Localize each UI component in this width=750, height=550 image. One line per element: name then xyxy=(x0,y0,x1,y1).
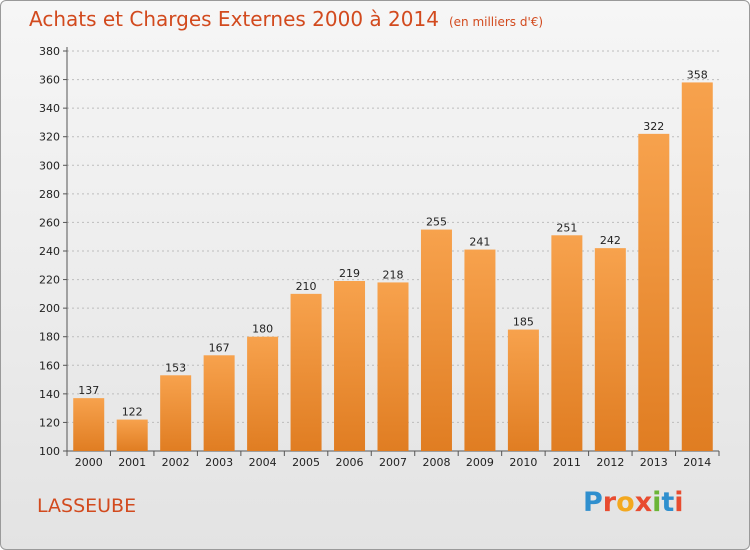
bar-2014 xyxy=(681,82,713,451)
y-tick-label: 100 xyxy=(39,445,60,458)
y-tick-label: 220 xyxy=(39,274,60,287)
x-tick-label-2013: 2013 xyxy=(640,456,668,469)
y-tick-label: 180 xyxy=(39,331,60,344)
y-tick-label: 300 xyxy=(39,159,60,172)
unit-label: (en milliers d'€) xyxy=(448,15,544,29)
data-label-2005: 210 xyxy=(296,280,317,293)
x-tick-label-2006: 2006 xyxy=(336,456,364,469)
logo-letter: o xyxy=(616,487,635,518)
x-tick-label-2001: 2001 xyxy=(118,456,146,469)
logo-letter: t xyxy=(661,487,675,518)
bar-2008 xyxy=(420,229,452,451)
bar-2009 xyxy=(464,249,496,451)
x-tick-label-2011: 2011 xyxy=(553,456,581,469)
y-tick-label: 340 xyxy=(39,102,60,115)
x-tick-label-2000: 2000 xyxy=(75,456,103,469)
y-tick-label: 280 xyxy=(39,188,60,201)
logo-letter: r xyxy=(602,487,617,518)
chart-title-text: Achats et Charges Externes 2000 à 2014 xyxy=(29,7,439,31)
x-tick-label-2010: 2010 xyxy=(509,456,537,469)
bar-2013 xyxy=(638,133,670,451)
y-tick-label: 200 xyxy=(39,302,60,315)
proxiti-logo: Proxiti xyxy=(583,487,684,518)
data-label-2006: 219 xyxy=(339,267,360,280)
data-label-2002: 153 xyxy=(165,361,186,374)
y-tick-label: 380 xyxy=(39,45,60,58)
logo-letter: x xyxy=(634,487,653,518)
data-label-2000: 137 xyxy=(78,384,99,397)
data-label-2011: 251 xyxy=(556,221,577,234)
data-label-2013: 322 xyxy=(643,120,664,133)
x-tick-label-2007: 2007 xyxy=(379,456,407,469)
y-tick-label: 160 xyxy=(39,359,60,372)
bar-2000 xyxy=(73,398,105,451)
logo-letter: i xyxy=(652,487,662,518)
bars xyxy=(73,82,713,451)
data-label-2014: 358 xyxy=(687,68,708,81)
bar-2002 xyxy=(160,375,192,451)
bar-2005 xyxy=(290,293,322,451)
logo-letter: i xyxy=(674,487,684,518)
y-tick-label: 140 xyxy=(39,388,60,401)
data-label-2004: 180 xyxy=(252,323,273,336)
bar-2004 xyxy=(247,336,279,451)
bar-2006 xyxy=(334,281,366,451)
data-label-2008: 255 xyxy=(426,216,447,229)
y-tick-label: 240 xyxy=(39,245,60,258)
bar-2012 xyxy=(594,248,626,451)
data-label-2012: 242 xyxy=(600,234,621,247)
x-tick-label-2005: 2005 xyxy=(292,456,320,469)
x-tick-label-2004: 2004 xyxy=(249,456,277,469)
data-label-2010: 185 xyxy=(513,316,534,329)
x-tick-label-2014: 2014 xyxy=(683,456,711,469)
data-label-2009: 241 xyxy=(469,236,490,249)
data-label-2003: 167 xyxy=(209,341,230,354)
data-label-2007: 218 xyxy=(383,268,404,281)
bar-2003 xyxy=(203,355,235,451)
x-tick-label-2012: 2012 xyxy=(596,456,624,469)
x-tick-label-2009: 2009 xyxy=(466,456,494,469)
x-tick-label-2003: 2003 xyxy=(205,456,233,469)
bar-2011 xyxy=(551,235,583,451)
y-tick-label: 320 xyxy=(39,131,60,144)
x-tick-label-2002: 2002 xyxy=(162,456,190,469)
bar-2007 xyxy=(377,282,409,451)
bar-2010 xyxy=(507,329,539,451)
y-tick-label: 360 xyxy=(39,74,60,87)
data-label-2001: 122 xyxy=(122,406,143,419)
labels: 100 120 140 160 180 200 220 240 260 280 300 320 340 3… xyxy=(39,45,711,469)
commune-name: LASSEUBE xyxy=(37,495,137,517)
logo-letter: P xyxy=(583,487,603,518)
y-tick-label: 260 xyxy=(39,216,60,229)
chart-title: Achats et Charges Externes 2000 à 2014 (e… xyxy=(29,7,543,31)
bar-2001 xyxy=(116,419,148,451)
x-tick-label-2008: 2008 xyxy=(422,456,450,469)
y-tick-label: 120 xyxy=(39,416,60,429)
